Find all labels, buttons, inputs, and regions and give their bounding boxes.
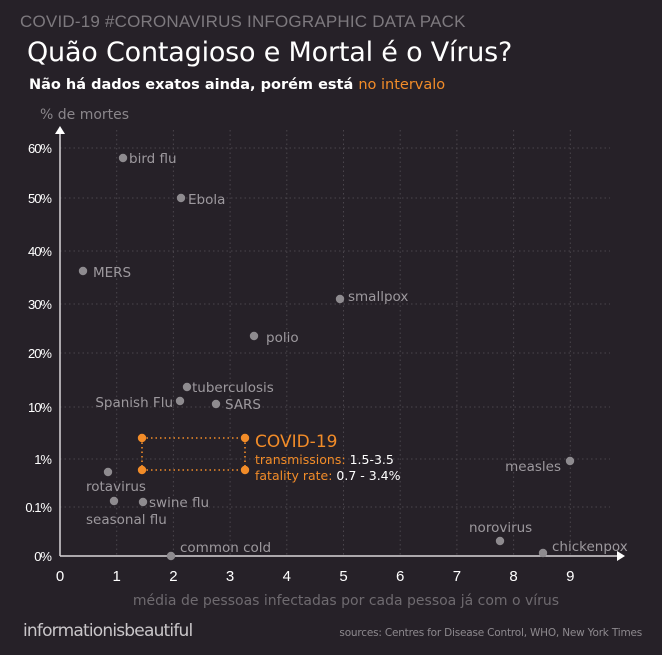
covid-fatality: fatality rate: 0.7 - 3.4% bbox=[255, 468, 401, 483]
y-tick-label: 60% bbox=[28, 141, 52, 156]
data-point-label: Spanish Flu bbox=[95, 395, 173, 411]
x-tick-label: 1 bbox=[113, 568, 121, 585]
y-tick-label: 30% bbox=[28, 297, 52, 312]
subtitle: Não há dados exatos ainda, porém está no… bbox=[29, 77, 445, 93]
data-point-label: Ebola bbox=[188, 192, 225, 208]
x-tick-label: 8 bbox=[509, 568, 517, 585]
page-title: Quão Contagioso e Mortal é o Vírus? bbox=[27, 37, 513, 68]
x-axis-label: média de pessoas infectadas por cada pes… bbox=[132, 593, 560, 609]
y-tick-label: 0.1% bbox=[25, 500, 52, 515]
data-point bbox=[176, 193, 186, 203]
x-tick-label: 3 bbox=[226, 568, 234, 585]
subtitle-main: Não há dados exatos ainda, porém está bbox=[29, 77, 359, 93]
data-point bbox=[138, 497, 148, 507]
y-tick-label: 50% bbox=[28, 191, 52, 206]
covid-range-point bbox=[137, 433, 147, 443]
data-point-label: seasonal flu bbox=[86, 512, 167, 528]
y-tick-label: 0% bbox=[34, 549, 52, 564]
x-tick-label: 4 bbox=[283, 568, 291, 585]
brand-logo: informationisbeautiful bbox=[23, 621, 193, 641]
x-tick-label: 2 bbox=[169, 568, 177, 585]
y-tick-label: 1% bbox=[34, 452, 52, 467]
data-point bbox=[565, 456, 575, 466]
data-point bbox=[118, 153, 128, 163]
data-point-label: common cold bbox=[180, 540, 271, 556]
data-point-label: swine flu bbox=[149, 495, 209, 511]
sources-text: sources: Centres for Disease Control, WH… bbox=[339, 627, 642, 639]
data-point-label: bird flu bbox=[129, 151, 177, 167]
y-axis-arrow-icon bbox=[55, 126, 65, 134]
data-point bbox=[495, 536, 505, 546]
x-tick-label: 0 bbox=[56, 568, 64, 585]
y-tick-label: 10% bbox=[28, 400, 52, 415]
x-tick-label: 7 bbox=[453, 568, 461, 585]
data-point-label: chickenpox bbox=[552, 539, 628, 555]
data-point-label: MERS bbox=[93, 265, 131, 281]
covid-range-point bbox=[240, 465, 250, 475]
data-point bbox=[166, 551, 176, 561]
x-tick-label: 5 bbox=[339, 568, 347, 585]
data-point bbox=[211, 399, 221, 409]
x-axis-arrow-icon bbox=[617, 551, 625, 561]
covid-label: COVID-19 bbox=[255, 432, 337, 452]
data-point bbox=[182, 382, 192, 392]
data-point bbox=[109, 496, 119, 506]
y-tick-label: 40% bbox=[28, 244, 52, 259]
x-tick-label: 9 bbox=[566, 568, 574, 585]
covid-transmissions: transmissions: 1.5-3.5 bbox=[255, 452, 394, 467]
data-point-label: tuberculosis bbox=[192, 380, 274, 396]
data-point-label: norovirus bbox=[469, 520, 532, 536]
data-point-label: rotavirus bbox=[86, 479, 146, 495]
y-tick-label: 20% bbox=[28, 346, 52, 361]
data-point bbox=[538, 548, 548, 558]
data-point-label: SARS bbox=[225, 397, 261, 413]
data-point bbox=[78, 266, 88, 276]
data-point bbox=[335, 294, 345, 304]
data-pack-label: COVID-19 #CORONAVIRUS INFOGRAPHIC DATA P… bbox=[20, 12, 466, 31]
covid-transmissions-label: transmissions: bbox=[255, 452, 350, 467]
covid-range-point bbox=[240, 433, 250, 443]
data-point-label: smallpox bbox=[348, 289, 408, 305]
data-point-label: polio bbox=[266, 330, 299, 346]
subtitle-highlight: no intervalo bbox=[358, 77, 446, 93]
data-point bbox=[249, 331, 259, 341]
covid-range-point bbox=[137, 465, 147, 475]
data-point bbox=[103, 467, 113, 477]
covid-fatality-label: fatality rate: bbox=[255, 468, 336, 483]
data-point-label: measles bbox=[505, 459, 561, 475]
covid-fatality-value: 0.7 - 3.4% bbox=[336, 468, 400, 483]
covid-transmissions-value: 1.5-3.5 bbox=[350, 452, 394, 467]
data-point bbox=[175, 396, 185, 406]
x-tick-label: 6 bbox=[396, 568, 404, 585]
y-axis-label: % de mortes bbox=[40, 107, 130, 123]
